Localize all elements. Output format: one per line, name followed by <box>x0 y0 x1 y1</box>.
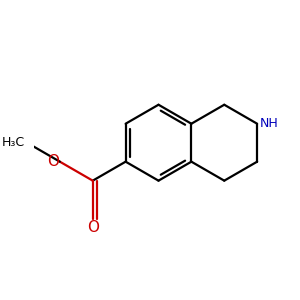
Text: O: O <box>87 220 99 235</box>
Text: H₃C: H₃C <box>2 136 25 149</box>
Text: O: O <box>47 154 59 169</box>
Text: NH: NH <box>260 117 279 130</box>
